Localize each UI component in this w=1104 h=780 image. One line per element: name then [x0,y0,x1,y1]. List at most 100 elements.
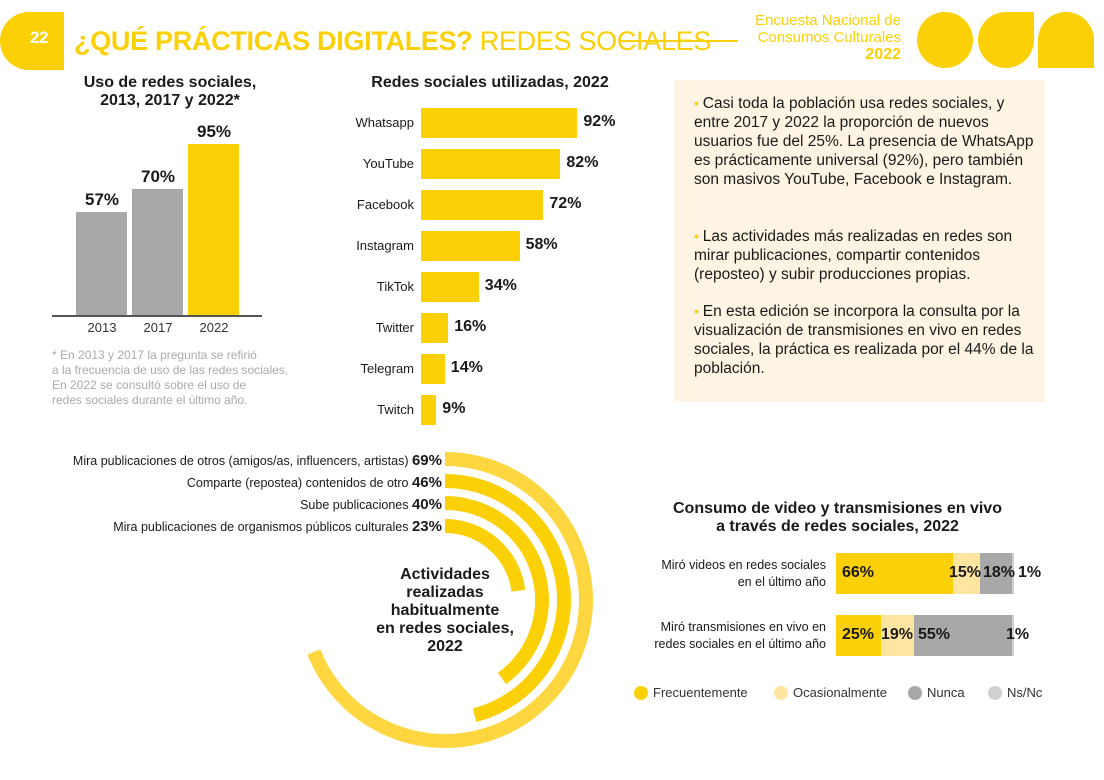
usage-bar-label: 57% [84,190,120,210]
video-segment-value: 55% [918,626,951,643]
video-row-label-line: redes sociales en el último año [654,637,826,651]
video-segment-ocasionalmente [880,615,915,656]
network-label: Facebook [356,197,414,212]
network-bar [421,149,561,179]
network-value: 58% [525,236,558,253]
network-value: 92% [583,113,616,130]
logo-drop-icon [978,12,1034,68]
footnote-line: redes sociales durante el último año. [52,393,248,407]
video-segment-value: 15% [949,564,982,581]
legend-item: Nunca [908,685,965,700]
activity-value: 40% [411,496,442,513]
activity-label: Mira publicaciones de otros (amigos/as, … [73,452,442,469]
title-divider [620,40,738,42]
activities-radial-chart [307,452,593,748]
activities-title-line: Actividades [400,566,490,583]
video-row-label: Miró transmisiones en vivo en redes socia… [654,619,826,653]
video-title-line: Consumo de video y transmisiones en vivo [673,500,1002,517]
video-segment-value: 1% [1018,564,1042,581]
legend-label: Ns/Nc [1007,685,1043,700]
legend-label: Ocasionalmente [793,685,887,700]
legend-label: Nunca [927,685,965,700]
logo-circle-icon [917,12,973,68]
footnote-line: * En 2013 y 2017 la pregunta se refirió [52,348,257,362]
video-segment-value: 1% [1006,626,1030,643]
activity-arc [444,474,571,723]
activity-name: Mira publicaciones de organismos público… [113,520,412,534]
bullet-icon: • [694,303,703,319]
network-value: 9% [442,400,466,417]
legend-swatch-icon [988,685,1002,700]
usage-category-label: 2013 [87,320,117,335]
video-segment-frecuentemente [836,553,954,594]
activity-arc [444,519,526,592]
usage-category-label: 2017 [143,320,173,335]
legend-item: Ns/Nc [988,685,1042,700]
usage-bar [132,189,183,315]
footnote-line: En 2022 se consultó sobre el uso de [52,378,247,392]
activities-chart-title: Actividades realizadas habitualmente en red… [370,566,520,656]
activities-title-line: 2022 [427,638,463,655]
page-number: 22 [30,28,48,47]
video-row-label-line: Miró videos en redes sociales [661,558,826,572]
page-number-tab [0,12,64,70]
network-bar [421,354,445,384]
usage-bar-label: 70% [140,167,176,186]
usage-bar [76,212,127,315]
survey-line-1: Encuesta Nacional de [755,12,901,29]
video-row-label-line: en el último año [737,575,826,589]
activity-value: 69% [411,452,442,469]
usage-chart-title-line: Uso de redes sociales, [83,74,257,91]
network-label: Instagram [356,238,414,253]
activity-label: Mira publicaciones de organismos público… [113,518,442,535]
video-segment-nunca [914,615,1013,656]
video-row-label: Miró videos en redes sociales en el últim… [661,557,826,591]
legend-item: Frecuentemente [634,685,748,700]
usage-chart-footnote: * En 2013 y 2017 la pregunta se refirió a… [52,348,312,408]
usage-bar-label: 95% [196,122,232,141]
insight-2: • Las actividades más realizadas en rede… [694,227,1034,284]
page-title-bold: ¿QUÉ PRÁCTICAS DIGITALES? [74,26,473,56]
network-value: 16% [454,318,487,335]
network-label: TikTok [376,279,414,294]
activities-title-line: en redes sociales, [376,620,514,637]
survey-line-2: Consumos Culturales [757,29,901,46]
page-title: ¿QUÉ PRÁCTICAS DIGITALES? REDES SOCIALES [74,26,711,57]
network-value: 72% [549,195,582,212]
activity-arc [444,496,549,685]
insight-1: • Casi toda la población usa redes socia… [694,94,1034,189]
usage-chart-axis [52,315,262,317]
network-label: Twitter [375,320,414,335]
network-label: Whatsapp [355,115,414,130]
video-chart-title: Consumo de video y transmisiones en vivo… [660,500,1015,536]
video-segment-nunca [980,553,1013,594]
activity-name: Comparte (repostea) contenidos de otro [186,476,412,490]
insights-panel: • Casi toda la población usa redes socia… [674,80,1045,402]
usage-bar [188,144,239,315]
logo-arch-icon [1038,12,1094,68]
activities-title-line: realizadas [406,584,484,601]
insight-2-text: Las actividades más realizadas en redes … [694,228,1013,283]
bullet-icon: • [694,95,703,111]
activity-label: Comparte (repostea) contenidos de otro 4… [187,474,442,491]
footnote-line: a la frecuencia de uso de las redes soci… [52,363,289,377]
activity-arc [307,452,593,748]
video-segment-value: 19% [881,626,914,643]
networks-chart-title: Redes sociales utilizadas, 2022 [371,74,609,91]
activity-value: 46% [411,474,442,491]
insight-3-text: En esta edición se incorpora la consulta… [694,303,1034,377]
network-label: YouTube [362,156,414,171]
activity-name: Sube publicaciones [300,498,412,512]
bullet-icon: • [694,228,703,244]
network-label: Twitch [377,402,414,417]
usage-chart-title: Uso de redes sociales, 2013, 2017 y 2022* [60,74,280,110]
network-bar [421,272,479,302]
usage-category-label: 2022 [199,320,229,335]
video-segment-value: 18% [983,564,1016,581]
legend-swatch-icon [908,685,922,700]
video-segment-nsnc [1012,553,1014,594]
video-segment-value: 66% [842,564,875,581]
survey-year: 2022 [865,46,901,63]
network-value: 14% [450,359,483,376]
legend-swatch-icon [634,685,648,700]
